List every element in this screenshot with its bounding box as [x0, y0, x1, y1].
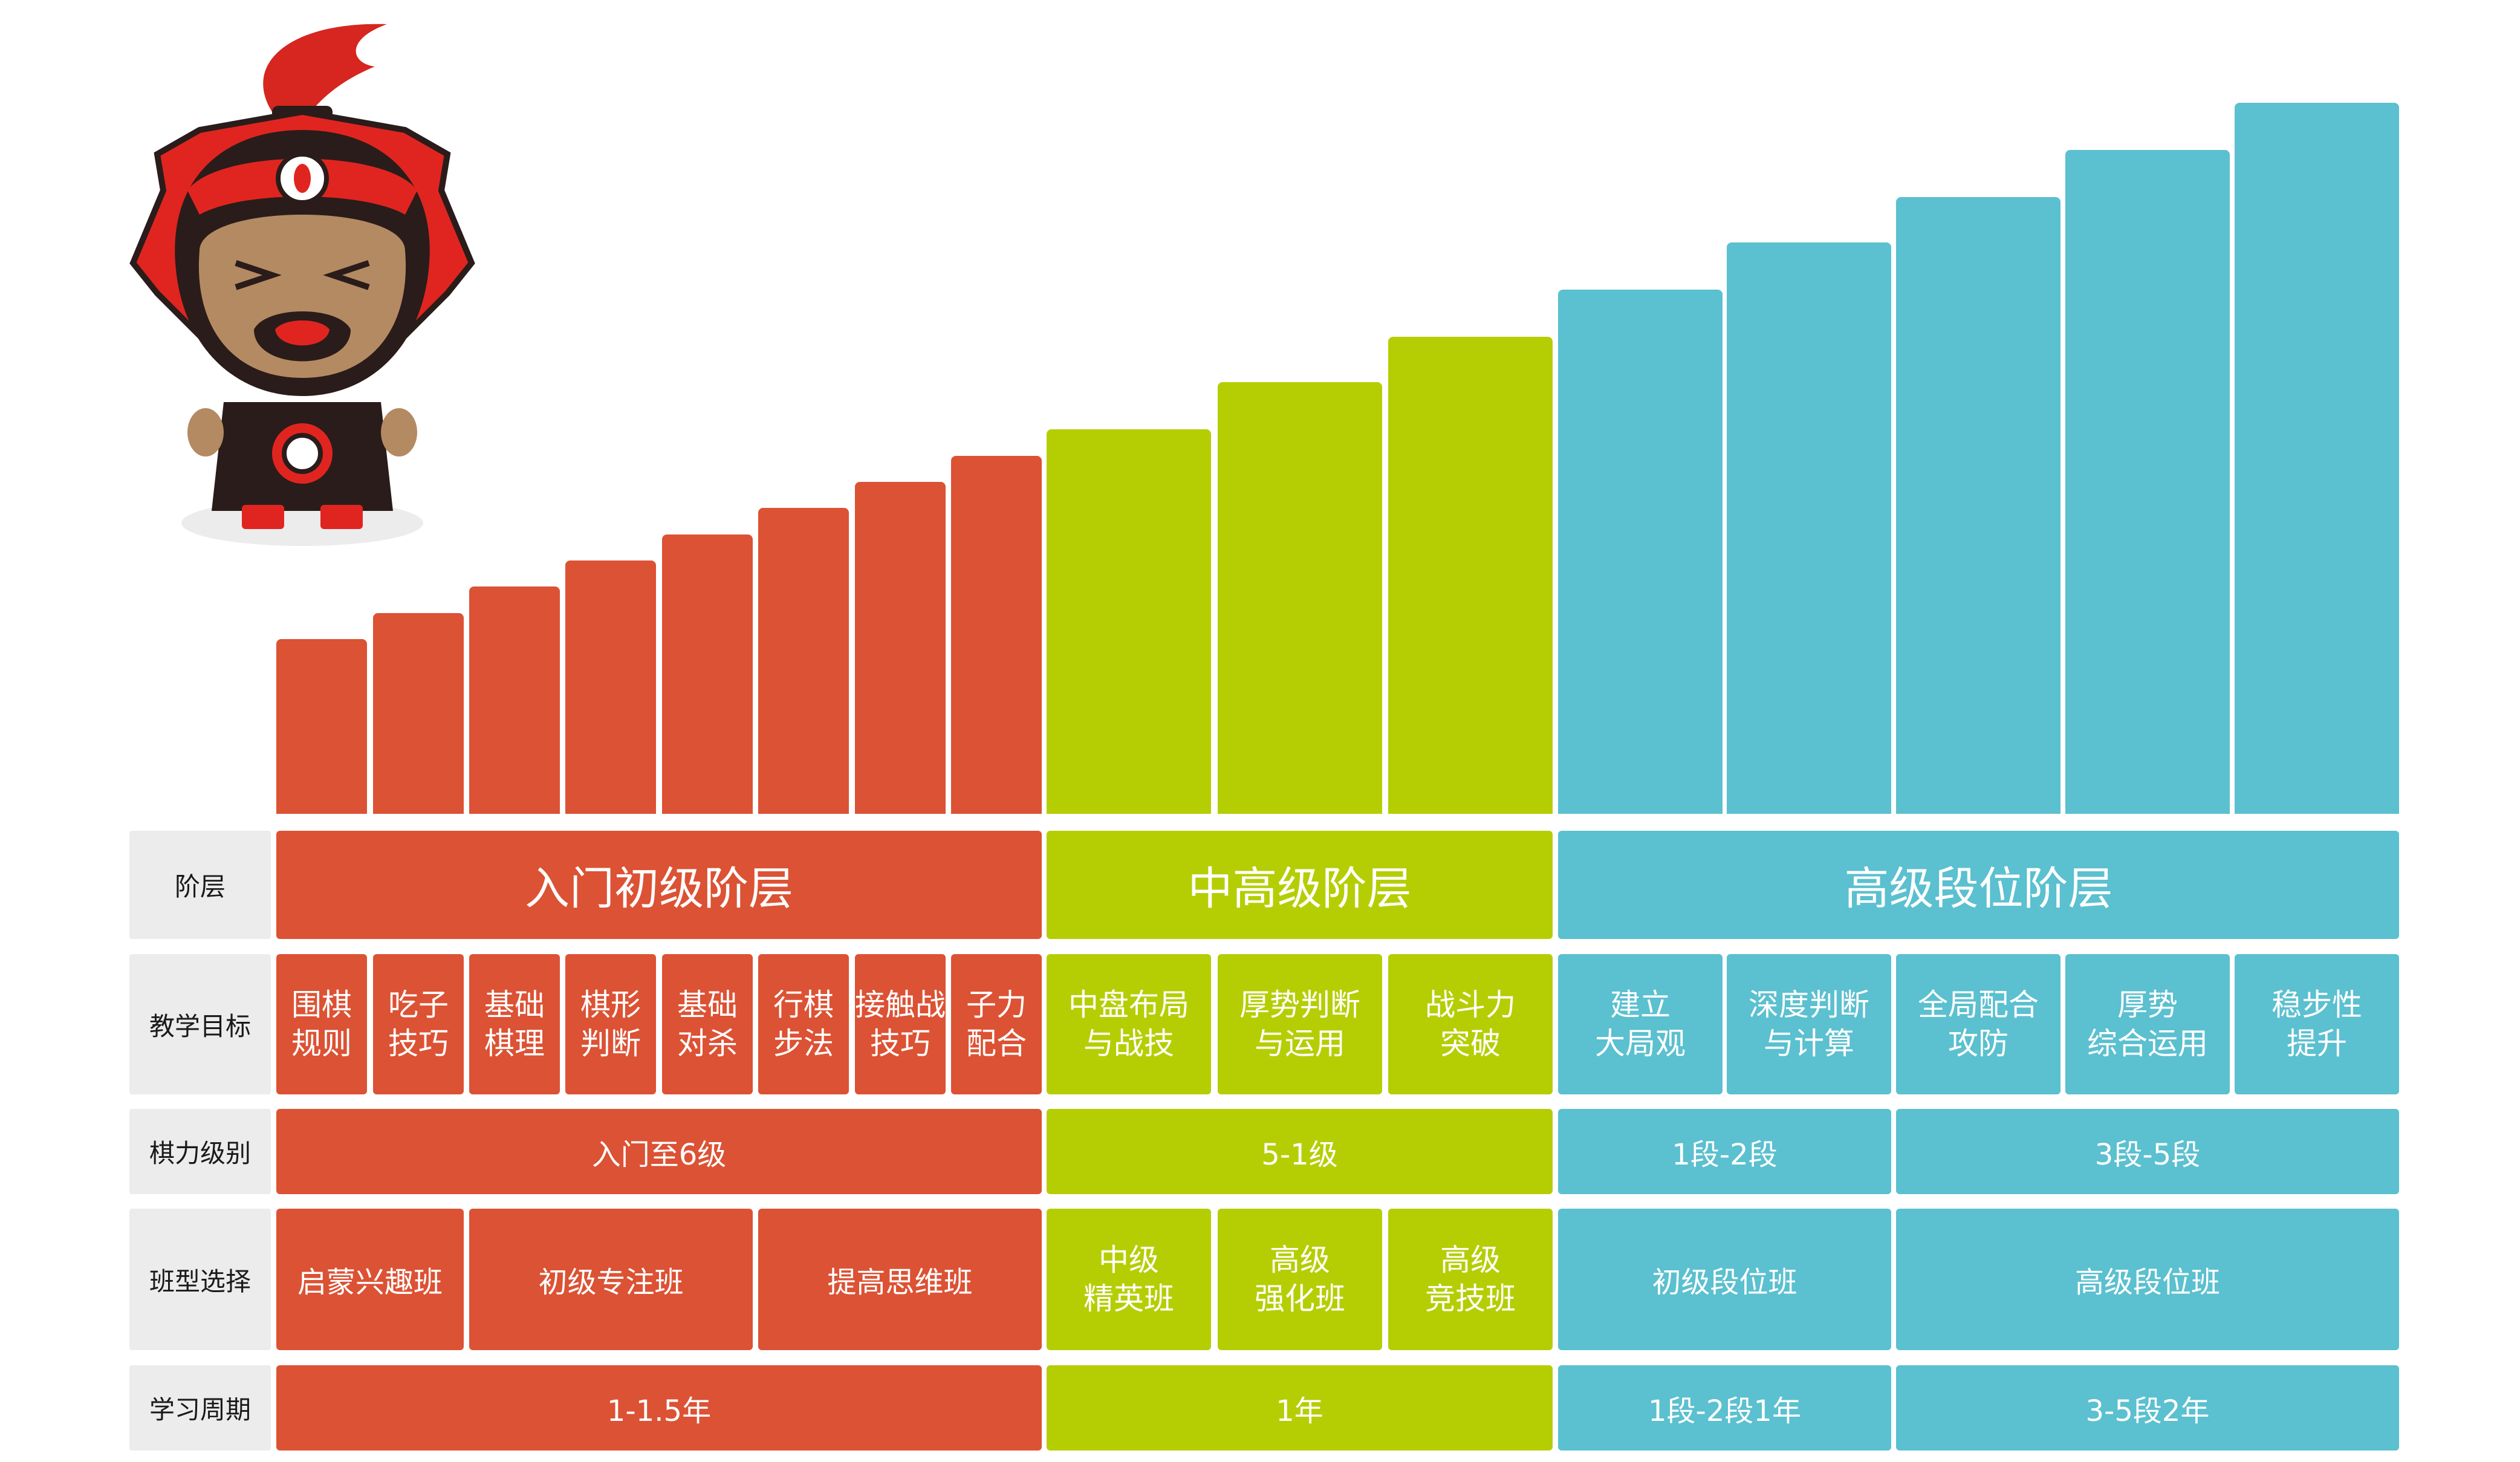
- bar: [1218, 382, 1382, 814]
- class-cell: 初级段位班: [1558, 1209, 1891, 1350]
- row-label-stage: 阶层: [129, 831, 271, 939]
- stage-intermediate: 中高级阶层: [1047, 831, 1553, 939]
- level-cell: 入门至6级: [276, 1109, 1042, 1194]
- period-cell: 1段-2段1年: [1558, 1365, 1891, 1451]
- goal-cell: 战斗力 突破: [1388, 954, 1553, 1094]
- bar: [662, 534, 753, 814]
- class-cell: 高级段位班: [1896, 1209, 2399, 1350]
- goal-cell: 围棋 规则: [276, 954, 367, 1094]
- goal-cell: 基础 棋理: [469, 954, 560, 1094]
- stage-advanced: 高级段位阶层: [1558, 831, 2399, 939]
- goal-cell: 接触战 技巧: [855, 954, 946, 1094]
- bar: [565, 560, 656, 814]
- bar: [1558, 290, 1723, 814]
- class-cell: 初级专注班: [469, 1209, 753, 1350]
- level-cell: 5-1级: [1047, 1109, 1553, 1194]
- bar: [758, 508, 849, 814]
- class-cell: 高级 强化班: [1218, 1209, 1382, 1350]
- goal-cell: 厚势 综合运用: [2065, 954, 2230, 1094]
- period-cell: 1-1.5年: [276, 1365, 1042, 1451]
- goal-cell: 棋形 判断: [565, 954, 656, 1094]
- bar: [2065, 150, 2230, 814]
- warrior-mascot-icon: [129, 24, 475, 546]
- level-cell: 3段-5段: [1896, 1109, 2399, 1194]
- bar: [373, 612, 464, 814]
- bar: [1047, 429, 1211, 814]
- row-label-level: 棋力级别: [129, 1109, 271, 1194]
- bar: [276, 639, 367, 814]
- goal-cell: 全局配合 攻防: [1896, 954, 2060, 1094]
- goal-cell: 行棋 步法: [758, 954, 849, 1094]
- bar: [1727, 242, 1891, 814]
- row-label-period: 学习周期: [129, 1365, 271, 1451]
- stage-beginner: 入门初级阶层: [276, 831, 1042, 939]
- bar: [2235, 103, 2399, 814]
- class-cell: 中级 精英班: [1047, 1209, 1211, 1350]
- row-label-goal: 教学目标: [129, 954, 271, 1094]
- row-label-class: 班型选择: [129, 1209, 271, 1350]
- goal-cell: 稳步性 提升: [2235, 954, 2399, 1094]
- bar: [469, 586, 560, 814]
- bar: [1388, 337, 1553, 814]
- class-cell: 启蒙兴趣班: [276, 1209, 464, 1350]
- goal-cell: 厚势判断 与运用: [1218, 954, 1382, 1094]
- bar: [951, 455, 1042, 814]
- goal-cell: 基础 对杀: [662, 954, 753, 1094]
- goal-cell: 吃子 技巧: [373, 954, 464, 1094]
- goal-cell: 中盘布局 与战技: [1047, 954, 1211, 1094]
- bar: [855, 482, 946, 814]
- period-cell: 1年: [1047, 1365, 1553, 1451]
- period-cell: 3-5段2年: [1896, 1365, 2399, 1451]
- goal-cell: 深度判断 与计算: [1727, 954, 1891, 1094]
- bar: [1896, 197, 2060, 814]
- class-cell: 提高思维班: [758, 1209, 1042, 1350]
- goal-cell: 建立 大局观: [1558, 954, 1723, 1094]
- class-cell: 高级 竞技班: [1388, 1209, 1553, 1350]
- level-cell: 1段-2段: [1558, 1109, 1891, 1194]
- goal-cell: 子力 配合: [951, 954, 1042, 1094]
